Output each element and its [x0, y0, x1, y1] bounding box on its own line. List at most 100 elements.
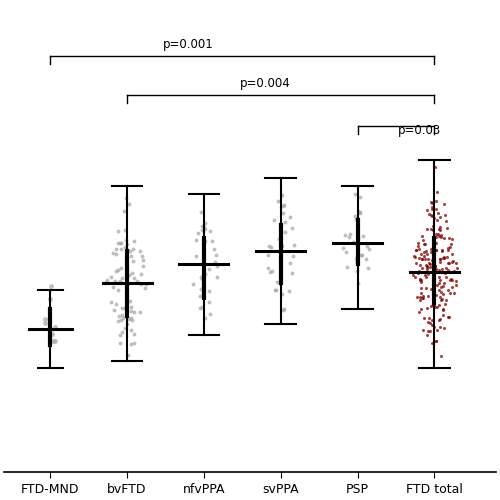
Point [122, 236, 130, 244]
Point [424, 265, 432, 273]
Point [425, 314, 433, 322]
Point [449, 258, 457, 266]
Point [440, 282, 448, 290]
Point [422, 284, 430, 292]
Point [118, 314, 126, 322]
Point [448, 258, 456, 266]
Point [430, 256, 438, 264]
Point [434, 273, 442, 281]
Point [414, 268, 422, 276]
Point [430, 222, 438, 230]
Point [112, 268, 120, 276]
Point [434, 302, 442, 310]
Point [436, 288, 444, 296]
Point [427, 302, 435, 310]
Point [424, 318, 432, 326]
Point [362, 256, 370, 264]
Point [436, 352, 444, 360]
Point [278, 306, 286, 314]
Point [419, 294, 427, 302]
Point [418, 232, 426, 240]
Point [444, 254, 452, 262]
Point [428, 256, 436, 264]
Point [343, 264, 351, 272]
Point [104, 276, 112, 284]
Point [41, 315, 49, 323]
Point [434, 316, 442, 324]
Point [436, 283, 444, 291]
Point [202, 219, 209, 227]
Point [346, 230, 354, 238]
Point [445, 234, 453, 242]
Point [423, 226, 431, 234]
Point [434, 326, 442, 334]
Point [340, 231, 348, 239]
Point [427, 285, 435, 293]
Point [430, 226, 438, 234]
Point [430, 250, 438, 258]
Point [446, 276, 454, 283]
Point [417, 305, 425, 313]
Point [437, 233, 445, 241]
Point [450, 267, 458, 275]
Point [446, 260, 454, 268]
Point [427, 245, 435, 253]
Point [127, 314, 135, 322]
Point [426, 327, 434, 335]
Point [436, 213, 444, 221]
Point [439, 290, 447, 298]
Point [140, 284, 148, 292]
Point [426, 210, 434, 218]
Point [264, 264, 272, 272]
Point [444, 246, 452, 254]
Point [197, 273, 205, 281]
Point [198, 276, 206, 283]
Point [422, 262, 430, 270]
Point [428, 212, 436, 220]
Point [418, 255, 426, 263]
Point [421, 271, 429, 279]
Point [139, 256, 147, 264]
Point [201, 238, 209, 246]
Point [432, 291, 440, 299]
Point [352, 252, 360, 260]
Point [423, 206, 431, 214]
Point [426, 319, 434, 327]
Point [189, 280, 197, 287]
Point [436, 258, 444, 266]
Point [433, 303, 441, 311]
Point [432, 268, 440, 276]
Point [430, 284, 438, 292]
Point [272, 286, 280, 294]
Point [450, 288, 458, 296]
Point [127, 252, 135, 260]
Point [281, 228, 289, 236]
Point [432, 234, 440, 241]
Point [448, 284, 456, 292]
Point [112, 245, 120, 253]
Point [201, 226, 209, 234]
Point [444, 259, 452, 267]
Point [352, 238, 360, 246]
Point [432, 216, 440, 224]
Point [415, 267, 423, 275]
Point [354, 258, 362, 266]
Point [345, 233, 353, 241]
Point [278, 242, 286, 250]
Point [192, 252, 200, 260]
Point [124, 351, 132, 359]
Point [354, 234, 362, 242]
Point [446, 244, 454, 252]
Point [432, 205, 440, 213]
Point [264, 252, 272, 260]
Point [123, 240, 131, 248]
Point [282, 218, 290, 226]
Point [418, 294, 426, 302]
Point [410, 252, 418, 260]
Point [435, 232, 443, 240]
Point [411, 253, 419, 261]
Point [415, 308, 423, 316]
Point [441, 300, 449, 308]
Point [421, 240, 429, 248]
Point [440, 270, 448, 278]
